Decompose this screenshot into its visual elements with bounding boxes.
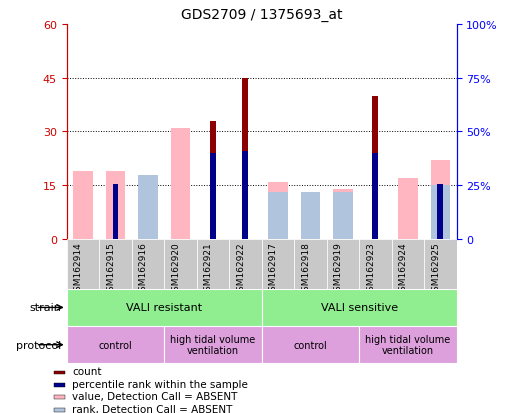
Bar xyxy=(430,186,450,240)
Bar xyxy=(67,289,262,326)
Text: control: control xyxy=(98,340,132,350)
Bar xyxy=(67,326,164,363)
Text: GSM162920: GSM162920 xyxy=(171,242,181,297)
Bar xyxy=(138,175,157,240)
Bar xyxy=(54,408,65,411)
Bar xyxy=(424,240,457,289)
Bar xyxy=(164,240,196,289)
Bar xyxy=(398,179,418,240)
Text: count: count xyxy=(72,366,102,376)
Text: GSM162919: GSM162919 xyxy=(334,242,343,297)
Bar xyxy=(438,184,443,240)
Bar xyxy=(430,161,450,240)
Bar xyxy=(132,240,164,289)
Bar xyxy=(391,240,424,289)
Bar xyxy=(210,121,216,240)
Bar xyxy=(229,240,262,289)
Text: GSM162916: GSM162916 xyxy=(139,242,148,297)
Text: control: control xyxy=(293,340,327,350)
Text: GSM162918: GSM162918 xyxy=(301,242,310,297)
Text: strain: strain xyxy=(30,303,62,313)
Bar xyxy=(359,326,457,363)
Text: GSM162914: GSM162914 xyxy=(74,242,83,297)
Text: VALI resistant: VALI resistant xyxy=(126,303,202,313)
Text: high tidal volume
ventilation: high tidal volume ventilation xyxy=(170,334,255,356)
Bar xyxy=(301,193,320,240)
Bar xyxy=(262,240,294,289)
Bar xyxy=(196,240,229,289)
Bar xyxy=(372,154,378,240)
Text: VALI sensitive: VALI sensitive xyxy=(321,303,398,313)
Bar xyxy=(171,128,190,240)
Bar xyxy=(262,326,359,363)
Bar xyxy=(99,240,132,289)
Bar xyxy=(268,193,288,240)
Bar xyxy=(333,193,352,240)
Bar xyxy=(112,184,119,240)
Bar xyxy=(106,171,125,240)
Text: GSM162917: GSM162917 xyxy=(269,242,278,297)
Bar xyxy=(327,240,359,289)
Text: percentile rank within the sample: percentile rank within the sample xyxy=(72,379,248,389)
Bar xyxy=(372,96,378,240)
Bar xyxy=(164,326,262,363)
Bar xyxy=(301,193,320,240)
Bar xyxy=(268,182,288,240)
Text: GSM162925: GSM162925 xyxy=(431,242,440,297)
Bar xyxy=(54,383,65,387)
Text: GSM162923: GSM162923 xyxy=(366,242,376,297)
Text: GSM162921: GSM162921 xyxy=(204,242,213,297)
Bar xyxy=(294,240,327,289)
Bar xyxy=(73,171,93,240)
Bar xyxy=(333,190,352,240)
Text: GSM162915: GSM162915 xyxy=(106,242,115,297)
Title: GDS2709 / 1375693_at: GDS2709 / 1375693_at xyxy=(181,8,342,22)
Bar xyxy=(54,395,65,399)
Bar xyxy=(138,214,157,240)
Bar xyxy=(210,154,216,240)
Bar xyxy=(54,370,65,374)
Bar xyxy=(262,289,457,326)
Text: high tidal volume
ventilation: high tidal volume ventilation xyxy=(365,334,450,356)
Text: value, Detection Call = ABSENT: value, Detection Call = ABSENT xyxy=(72,391,238,401)
Bar xyxy=(243,152,248,240)
Text: GSM162922: GSM162922 xyxy=(236,242,245,297)
Text: GSM162924: GSM162924 xyxy=(399,242,408,297)
Text: rank, Detection Call = ABSENT: rank, Detection Call = ABSENT xyxy=(72,404,232,413)
Bar xyxy=(67,240,99,289)
Bar xyxy=(359,240,391,289)
Text: protocol: protocol xyxy=(16,340,62,350)
Bar xyxy=(243,78,248,240)
